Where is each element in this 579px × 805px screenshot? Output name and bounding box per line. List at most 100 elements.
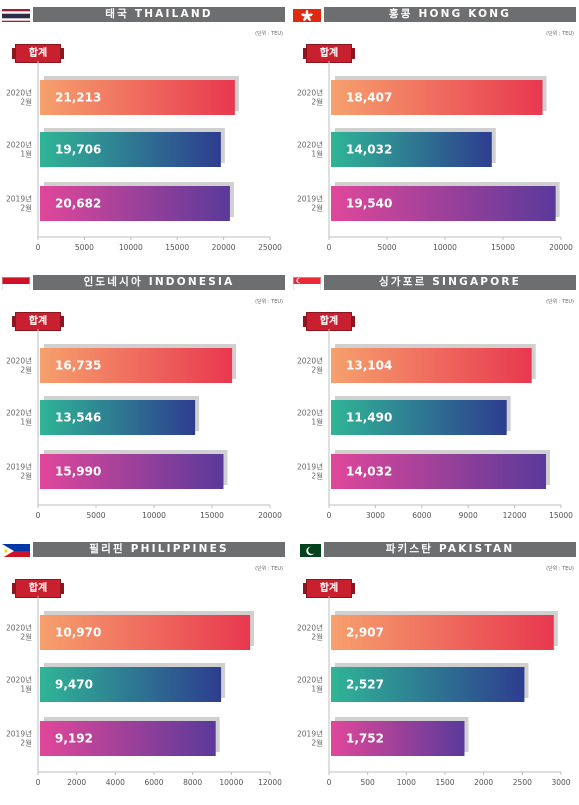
category-label: 2월 — [311, 471, 323, 481]
bar-value-label: 13,546 — [55, 411, 101, 425]
bar — [331, 721, 465, 756]
bar — [40, 132, 221, 167]
category-label: 1월 — [311, 149, 323, 159]
category-label: 2월 — [20, 632, 32, 642]
x-tick-label: 15000 — [165, 243, 189, 252]
chart-title: 싱가포르 SINGAPORE — [324, 275, 576, 290]
unit-label: (단위 : TEU) — [255, 31, 283, 37]
bar-value-label: 10,970 — [55, 626, 101, 640]
bar — [40, 721, 216, 756]
category-label: 2월 — [311, 97, 323, 107]
bar — [331, 80, 543, 115]
x-tick-label: 12000 — [503, 511, 527, 520]
category-label: 2019년 — [6, 729, 32, 739]
chart-title: 파키스탄 PAKISTAN — [324, 542, 576, 557]
chart-header: 싱가포르 SINGAPORE — [291, 273, 576, 292]
x-tick-label: 0 — [36, 511, 41, 520]
bar — [40, 454, 224, 489]
unit-label: (단위 : TEU) — [255, 299, 283, 305]
x-tick-label: 0 — [327, 243, 332, 252]
bar-chart-thailand: 21,2132020년2월19,7062020년1월20,6822019년2월0… — [6, 61, 282, 252]
chart-header: 필리핀 PHILIPPINES — [0, 540, 285, 559]
bar-value-label: 2,907 — [346, 626, 384, 640]
chart-title: 태국 THAILAND — [33, 7, 285, 22]
category-label: 2020년 — [297, 623, 323, 633]
chart-header: 파키스탄 PAKISTAN — [291, 540, 576, 559]
chart-title: 필리핀 PHILIPPINES — [33, 542, 285, 557]
bar — [40, 348, 233, 383]
category-label: 2월 — [311, 203, 323, 213]
category-label: 2020년 — [6, 408, 32, 418]
x-tick-label: 2500 — [513, 778, 532, 787]
category-label: 2020년 — [297, 675, 323, 685]
x-tick-label: 5000 — [377, 243, 396, 252]
x-tick-label: 10000 — [119, 243, 143, 252]
x-tick-label: 3000 — [551, 778, 570, 787]
bar-value-label: 1,752 — [346, 732, 384, 746]
pakistan-flag-icon — [293, 543, 321, 557]
x-tick-label: 5000 — [75, 243, 94, 252]
chart-panel-hongkong: 홍콩 HONG KONG (단위 : TEU) 합계 18,407 2020년 2월… — [291, 5, 576, 270]
category-label: 2020년 — [6, 88, 32, 98]
x-tick-label: 8000 — [183, 778, 202, 787]
chart-panel-indonesia: 인도네시아 INDONESIA (단위 : TEU) 합계 16,735 2020… — [0, 273, 285, 538]
bar — [331, 615, 554, 650]
unit-label: (단위 : TEU) — [546, 31, 574, 37]
x-tick-label: 20000 — [258, 511, 282, 520]
bar-value-label: 9,192 — [55, 732, 93, 746]
x-tick-label: 5000 — [86, 511, 105, 520]
category-label: 1월 — [311, 417, 323, 427]
category-label: 1월 — [20, 149, 32, 159]
bar — [40, 400, 196, 435]
category-label: 2019년 — [297, 194, 323, 204]
category-label: 2020년 — [297, 140, 323, 150]
x-tick-label: 0 — [327, 511, 332, 520]
bar — [40, 667, 222, 702]
category-label: 1월 — [311, 684, 323, 694]
bar-value-label: 19,706 — [55, 143, 101, 157]
x-tick-label: 2000 — [67, 778, 86, 787]
thailand-flag-icon — [2, 8, 30, 22]
x-tick-label: 20000 — [549, 243, 573, 252]
x-tick-label: 15000 — [549, 511, 573, 520]
unit-label: (단위 : TEU) — [546, 566, 574, 572]
bar — [331, 186, 556, 221]
category-label: 2월 — [20, 365, 32, 375]
bar-value-label: 14,032 — [346, 143, 392, 157]
category-label: 2020년 — [6, 675, 32, 685]
bar — [331, 348, 532, 383]
bar-chart-indonesia: 16,7352020년2월13,5462020년1월15,9902019년2월0… — [6, 329, 282, 520]
bar-value-label: 2,527 — [346, 678, 384, 692]
singapore-flag-icon — [293, 276, 321, 290]
total-badge: 합계 — [303, 312, 355, 331]
category-label: 2월 — [20, 738, 32, 748]
x-tick-label: 15000 — [491, 243, 515, 252]
category-label: 2월 — [311, 365, 323, 375]
bar — [331, 132, 492, 167]
x-tick-label: 1500 — [435, 778, 454, 787]
unit-label: (단위 : TEU) — [546, 299, 574, 305]
hongkong-flag-icon — [293, 8, 321, 22]
chart-panel-thailand: 태국 THAILAND (단위 : TEU) 합계 21,213 2020년 2월 1… — [0, 5, 285, 270]
chart-panel-singapore: 싱가포르 SINGAPORE (단위 : TEU) 합계 13,104 2020년… — [291, 273, 576, 538]
bar — [40, 80, 235, 115]
x-tick-label: 15000 — [200, 511, 224, 520]
x-tick-label: 4000 — [106, 778, 125, 787]
x-tick-label: 6000 — [144, 778, 163, 787]
bar-value-label: 19,540 — [346, 197, 392, 211]
chart-title: 홍콩 HONG KONG — [324, 7, 576, 22]
x-tick-label: 0 — [36, 243, 41, 252]
x-tick-label: 2000 — [474, 778, 493, 787]
category-label: 2020년 — [6, 140, 32, 150]
chart-panel-pakistan: 파키스탄 PAKISTAN (단위 : TEU) 합계 2,907 2020년 2월… — [291, 540, 576, 805]
category-label: 2020년 — [297, 408, 323, 418]
bar-value-label: 15,990 — [55, 465, 101, 479]
philippines-flag-icon — [2, 543, 30, 557]
x-tick-label: 10000 — [142, 511, 166, 520]
bar-value-label: 20,682 — [55, 197, 101, 211]
x-tick-label: 9000 — [459, 511, 478, 520]
x-tick-label: 0 — [36, 778, 41, 787]
chart-header: 태국 THAILAND — [0, 5, 285, 24]
category-label: 2월 — [311, 738, 323, 748]
